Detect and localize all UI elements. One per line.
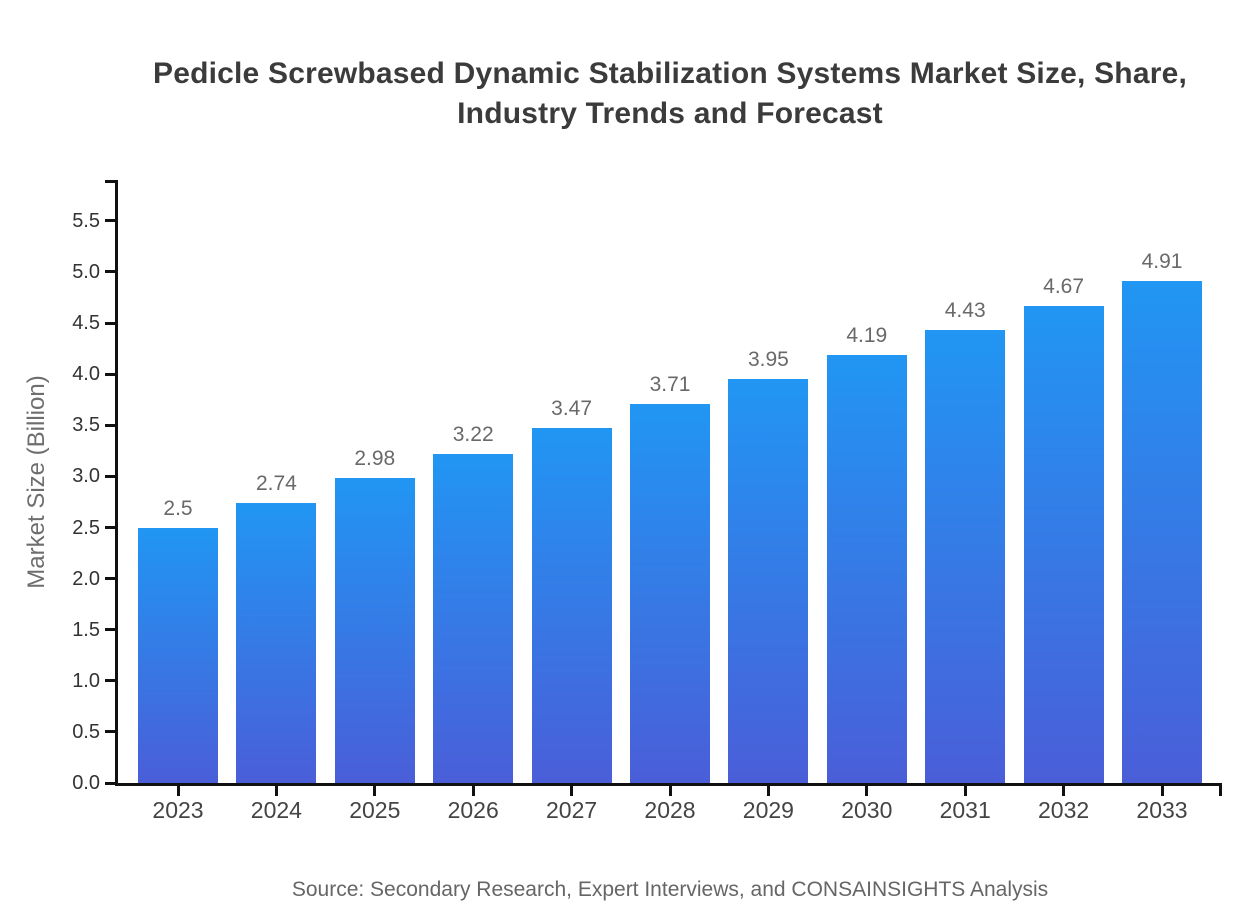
x-axis-tick [176, 786, 180, 796]
y-axis-tick-label: 3.5 [72, 414, 100, 437]
bar-value-label: 4.67 [1043, 274, 1085, 298]
x-axis-category-label: 2030 [841, 797, 893, 823]
chart-title: Pedicle Screwbased Dynamic Stabilization… [80, 54, 1260, 134]
y-axis-tick-label: 0.5 [72, 720, 100, 743]
bar-value-label: 3.71 [649, 372, 691, 396]
bar-2032 [1023, 305, 1104, 783]
bar-value-label: 4.91 [1141, 250, 1183, 274]
bar-2024 [236, 502, 317, 783]
x-axis-tick [668, 786, 672, 796]
bar-2033 [1122, 281, 1202, 783]
x-axis-end-tick [1219, 786, 1222, 796]
x-axis-tick [766, 786, 770, 796]
y-axis-tick [105, 270, 115, 274]
bar-value-label: 3.47 [551, 397, 593, 421]
bar-2025 [334, 478, 415, 783]
y-axis-tick-label: 3.0 [72, 465, 100, 488]
y-axis-tick-label: 4.5 [72, 312, 100, 335]
x-axis-tick [865, 786, 869, 796]
chart-title-line-2: Industry Trends and Forecast [457, 97, 883, 130]
bar-value-label: 4.19 [846, 323, 888, 347]
bar-value-label: 2.98 [354, 447, 396, 471]
x-axis-tick [1160, 786, 1164, 796]
y-axis-tick-label: 4.0 [72, 363, 100, 386]
chart-title-line-1: Pedicle Screwbased Dynamic Stabilization… [152, 57, 1188, 90]
bar-2027 [531, 428, 612, 783]
y-axis-tick [105, 781, 115, 785]
x-axis-category-label: 2026 [447, 797, 499, 823]
y-axis-tick [105, 372, 115, 376]
y-axis-tick-label: 1.0 [72, 669, 100, 692]
bar-value-label: 4.43 [944, 299, 986, 323]
plot-area: 0.0 0.5 1.0 1.5 2.0 2.5 3.0 3.5 4.0 4.5 5.0 5.5 2.5 2… [72, 180, 1222, 823]
y-axis-tick-label: 5.5 [72, 209, 100, 232]
source-note: Source: Secondary Research, Expert Inter… [291, 878, 1049, 901]
x-axis-tick [373, 786, 377, 796]
x-axis-tick [570, 786, 574, 796]
x-axis-tick [274, 786, 278, 796]
y-axis-tick [105, 321, 115, 325]
x-axis-category-label: 2028 [644, 797, 696, 823]
y-axis-tick-label: 2.5 [72, 516, 100, 539]
x-axis-category-label: 2031 [939, 797, 991, 823]
bar-2026 [433, 453, 514, 783]
y-axis-tick [105, 577, 115, 581]
y-axis-tick-label: 1.5 [72, 618, 100, 641]
x-axis-category-label: 2033 [1136, 797, 1188, 823]
x-axis-category-label: 2025 [349, 797, 401, 823]
x-axis-category-label: 2029 [742, 797, 794, 823]
x-axis-tick [471, 786, 475, 796]
y-axis-tick [105, 526, 115, 529]
x-axis-category-label: 2024 [250, 797, 302, 823]
y-axis-tick-label: 5.0 [72, 260, 100, 283]
x-axis-category-label: 2023 [152, 797, 204, 823]
y-axis-tick [105, 474, 115, 478]
bar-2031 [925, 330, 1006, 783]
x-axis-category-label: 2027 [546, 797, 598, 823]
x-axis-tick [1062, 786, 1066, 796]
bar-2030 [826, 354, 907, 783]
y-axis-tick [105, 219, 115, 223]
bar-value-label: 3.22 [452, 422, 494, 446]
x-axis-category-label: 2032 [1038, 797, 1090, 823]
bar-value-label: 3.95 [747, 348, 789, 372]
bar-2023 [138, 527, 218, 783]
bar-2029 [728, 379, 809, 783]
bar-2028 [630, 403, 710, 783]
bar-value-label: 2.5 [163, 496, 193, 520]
y-axis-end-tick [105, 180, 115, 183]
y-axis-tick [105, 628, 115, 632]
y-axis-tick-label: 0.0 [72, 772, 100, 794]
bar-value-label: 2.74 [255, 471, 297, 495]
y-axis-tick-label: 2.0 [72, 567, 100, 590]
y-axis-tick [105, 730, 115, 734]
y-axis-tick [105, 423, 115, 427]
x-axis-tick [963, 786, 967, 796]
y-axis-tick [105, 679, 115, 683]
